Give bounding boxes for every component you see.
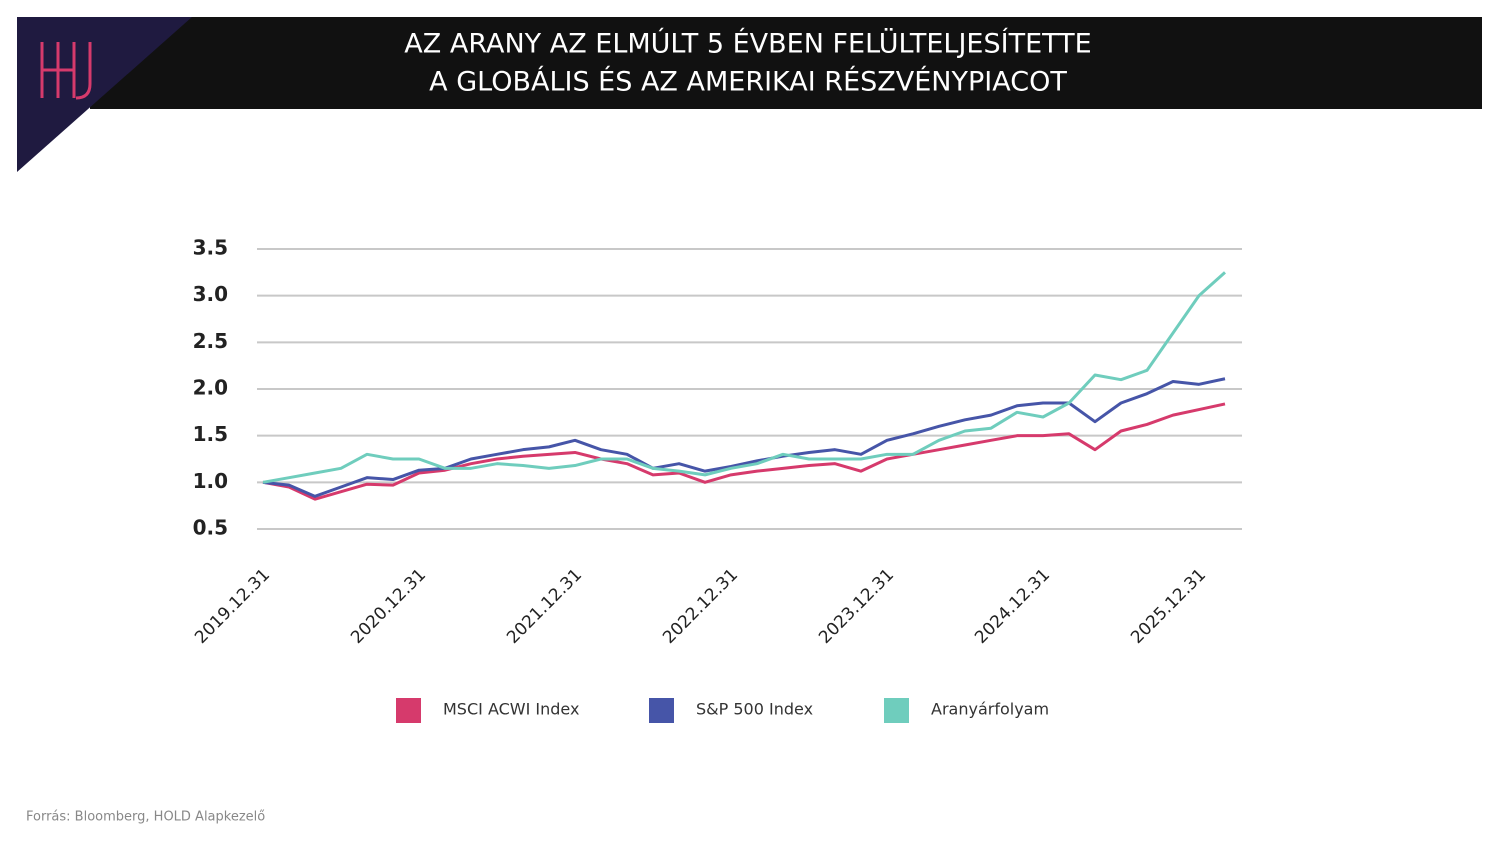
chart-title: AZ ARANY AZ ELMÚLT 5 ÉVBEN FELÜLTELJESÍT… — [404, 28, 1091, 60]
legend-swatch — [649, 698, 674, 723]
y-tick-label: 1.0 — [193, 469, 228, 493]
series-line — [262, 402, 1226, 501]
title-bar — [90, 17, 1482, 109]
source-note: Forrás: Bloomberg, HOLD Alapkezelő — [26, 810, 265, 825]
y-tick-label: 1.5 — [193, 422, 228, 446]
legend-swatch — [884, 698, 909, 723]
y-tick-label: 0.5 — [193, 516, 228, 540]
chart-title: A GLOBÁLIS ÉS AZ AMERIKAI RÉSZVÉNYPIACOT — [429, 66, 1067, 98]
y-tick-label: 2.5 — [193, 329, 228, 353]
legend-swatch — [396, 698, 421, 723]
legend-label: MSCI ACWI Index — [443, 700, 579, 719]
legend-label: Aranyárfolyam — [931, 700, 1049, 719]
logo-triangle — [17, 17, 192, 172]
y-tick-label: 3.0 — [193, 282, 228, 306]
logo — [40, 42, 92, 100]
y-tick-label: 3.5 — [193, 236, 228, 260]
y-tick-label: 2.0 — [193, 376, 228, 400]
legend-label: S&P 500 Index — [696, 700, 813, 719]
series-line — [262, 377, 1226, 498]
series-line — [262, 271, 1227, 484]
